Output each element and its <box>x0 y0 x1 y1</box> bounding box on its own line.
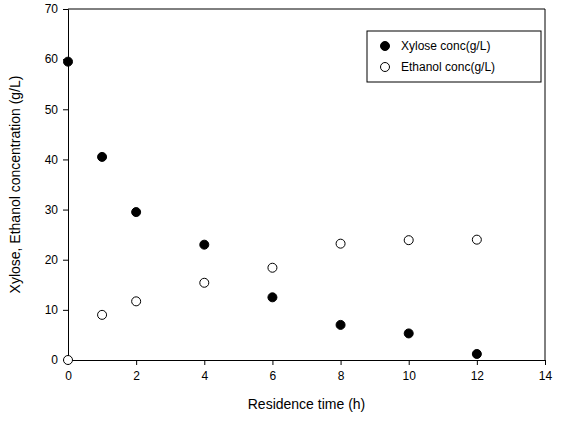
x-tick-mark <box>204 360 205 365</box>
x-tick-label: 0 <box>65 369 72 383</box>
y-tick-mark <box>63 109 68 110</box>
x-tick-mark <box>477 360 478 365</box>
frame-right <box>545 9 546 360</box>
y-tick-label: 10 <box>45 303 59 317</box>
y-tick: 20 <box>45 253 68 267</box>
y-axis: 0 10 20 30 40 50 60 70 <box>45 2 69 367</box>
x-tick-label: 8 <box>338 369 345 383</box>
y-tick: 70 <box>45 2 68 16</box>
point <box>200 240 209 249</box>
y-tick-mark <box>63 9 68 10</box>
point <box>200 278 209 287</box>
y-tick: 50 <box>45 103 68 117</box>
point <box>404 236 413 245</box>
legend-box <box>367 31 541 82</box>
legend-marker <box>381 42 390 51</box>
point <box>132 208 141 217</box>
point <box>472 235 481 244</box>
legend-label: Ethanol conc(g/L) <box>401 60 495 74</box>
x-tick-label: 4 <box>201 369 208 383</box>
point <box>132 297 141 306</box>
y-tick-label: 30 <box>45 203 59 217</box>
series-1 <box>64 235 482 364</box>
x-tick-label: 6 <box>270 369 277 383</box>
series-0 <box>64 57 482 358</box>
x-tick-label: 14 <box>539 369 553 383</box>
y-tick-mark <box>63 210 68 211</box>
x-tick-mark <box>545 360 546 365</box>
legend-label: Xylose conc(g/L) <box>401 39 490 53</box>
x-tick-mark <box>272 360 273 365</box>
point <box>336 239 345 248</box>
y-tick-label: 70 <box>45 2 59 16</box>
x-axis: 0 2 4 6 8 10 12 14 <box>65 360 552 383</box>
point <box>404 329 413 338</box>
point <box>64 57 73 66</box>
point <box>268 263 277 272</box>
x-tick: 8 <box>338 360 345 383</box>
y-tick-label: 40 <box>45 153 59 167</box>
x-tick: 12 <box>471 360 485 383</box>
x-tick: 14 <box>539 360 553 383</box>
x-tick: 2 <box>133 360 140 383</box>
y-tick-mark <box>63 310 68 311</box>
x-tick-label: 10 <box>403 369 417 383</box>
y-tick: 30 <box>45 203 68 217</box>
point <box>98 310 107 319</box>
x-tick: 6 <box>270 360 277 383</box>
y-tick: 10 <box>45 303 68 317</box>
y-tick-mark <box>63 159 68 160</box>
y-tick-label: 20 <box>45 253 59 267</box>
x-tick-mark <box>136 360 137 365</box>
x-tick-mark <box>409 360 410 365</box>
y-axis-title: Xylose, Ethanol concentration (g/L) <box>7 76 23 294</box>
point <box>472 349 481 358</box>
x-axis-title: Residence time (h) <box>248 396 366 412</box>
chart-root: 0 2 4 6 8 10 12 14 0 10 20 30 40 50 60 70 Xylose conc(g/… <box>0 0 578 426</box>
x-axis-line <box>69 361 546 366</box>
legend: Xylose conc(g/L) Ethanol conc(g/L) <box>367 31 541 82</box>
plot: 0 2 4 6 8 10 12 14 0 10 20 30 40 50 60 70 Xylose conc(g/… <box>45 2 553 382</box>
x-tick-label: 12 <box>471 369 485 383</box>
point <box>98 152 107 161</box>
point <box>268 293 277 302</box>
y-tick-mark <box>63 260 68 261</box>
x-tick-label: 2 <box>133 369 140 383</box>
x-tick: 4 <box>201 360 208 383</box>
point <box>336 320 345 329</box>
y-tick: 40 <box>45 153 68 167</box>
y-tick-label: 0 <box>51 353 58 367</box>
y-tick-label: 50 <box>45 103 59 117</box>
x-tick-mark <box>341 360 342 365</box>
y-tick-label: 60 <box>45 52 59 66</box>
x-tick: 10 <box>403 360 417 383</box>
points <box>64 57 482 364</box>
point <box>64 356 73 365</box>
frame-top <box>68 9 545 10</box>
legend-marker <box>381 63 390 72</box>
